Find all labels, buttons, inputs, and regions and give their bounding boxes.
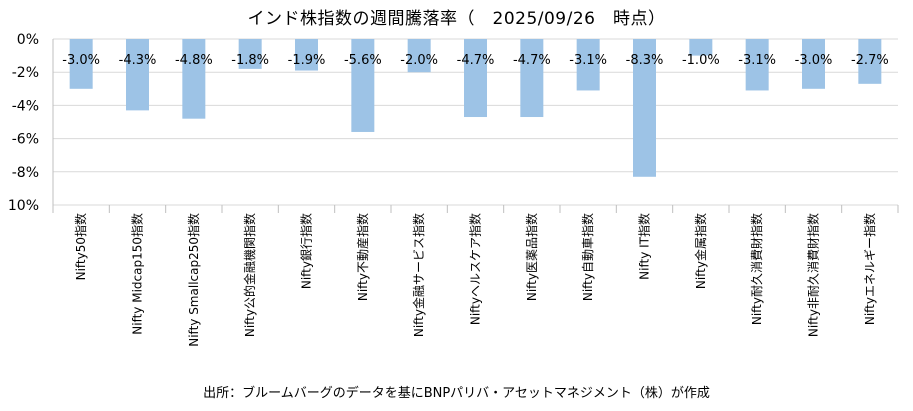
data-labels: -3.0% -4.3% -4.8% -1.8% -1.9% -5.6% -2.0% -4.7%… [62, 53, 888, 68]
bar [295, 39, 318, 71]
data-label: -4.3% [119, 53, 157, 68]
x-category-label: Niftyエネルギー指数 [862, 213, 877, 325]
x-category-label: Nifty50指数 [73, 213, 88, 280]
x-category-label: Nifty耐久消費財指数 [749, 213, 764, 325]
data-label: -1.9% [288, 53, 326, 68]
x-axis-ticks: Nifty50指数 Nifty Midcap150指数 Nifty Smallcap… [73, 213, 877, 347]
data-label: -8.3% [626, 53, 664, 68]
bar [520, 39, 544, 118]
y-tick-label: -6% [12, 132, 39, 148]
bar [238, 39, 262, 69]
bar [689, 39, 713, 56]
bar [633, 39, 656, 177]
x-category-label: Nifty IT指数 [637, 213, 652, 280]
data-label: -4.8% [175, 53, 213, 68]
bar [858, 39, 882, 84]
bar [182, 39, 206, 119]
data-label: -1.0% [682, 53, 720, 68]
bar [351, 39, 375, 132]
x-category-label: Nifty銀行指数 [299, 213, 314, 289]
bar [126, 39, 149, 111]
x-category-label: Niftyヘルスケア指数 [468, 213, 483, 325]
data-label: -4.7% [457, 53, 495, 68]
bar [407, 39, 431, 73]
x-category-label: Nifty Midcap150指数 [130, 213, 145, 335]
data-label: -4.7% [513, 53, 551, 68]
y-tick-label: -4% [12, 98, 39, 114]
y-tick-label: -8% [12, 165, 39, 181]
y-tick-label: 0% [17, 32, 39, 48]
bar [745, 39, 769, 91]
data-label: -3.1% [569, 53, 607, 68]
x-category-label: Nifty自動車指数 [580, 213, 595, 301]
x-category-label: Nifty医薬品指数 [524, 213, 539, 301]
chart-title: インド株指数の週間騰落率（ 2025/09/26 時点） [247, 9, 666, 29]
y-tick-label: 10% [8, 198, 39, 214]
data-label: -1.8% [231, 53, 269, 68]
data-label: -3.0% [62, 53, 100, 68]
bar [802, 39, 825, 89]
data-label: -3.0% [795, 53, 833, 68]
x-category-label: Nifty公的金融機関指数 [242, 213, 257, 337]
data-label: -3.1% [738, 53, 776, 68]
data-label: -2.0% [400, 53, 438, 68]
y-tick-label: -2% [12, 65, 39, 81]
data-label: -5.6% [344, 53, 382, 68]
bar [576, 39, 600, 91]
bars [69, 39, 882, 177]
bar [464, 39, 487, 118]
x-category-label: Nifty金融サービス指数 [411, 213, 426, 337]
source-note: 出所：ブルームバーグのデータを基にBNPパリバ・アセットマネジメント（株）が作成 [203, 386, 710, 401]
x-category-label: Nifty Smallcap250指数 [186, 213, 201, 347]
y-axis-ticks: 0% -2% -4% -6% -8% 10% [8, 32, 39, 214]
x-category-label: Nifty非耐久消費財指数 [806, 213, 821, 337]
x-category-label: Nifty不動産指数 [355, 213, 370, 301]
bar [69, 39, 93, 89]
x-category-label: Nifty金属指数 [693, 213, 708, 289]
data-label: -2.7% [851, 53, 889, 68]
